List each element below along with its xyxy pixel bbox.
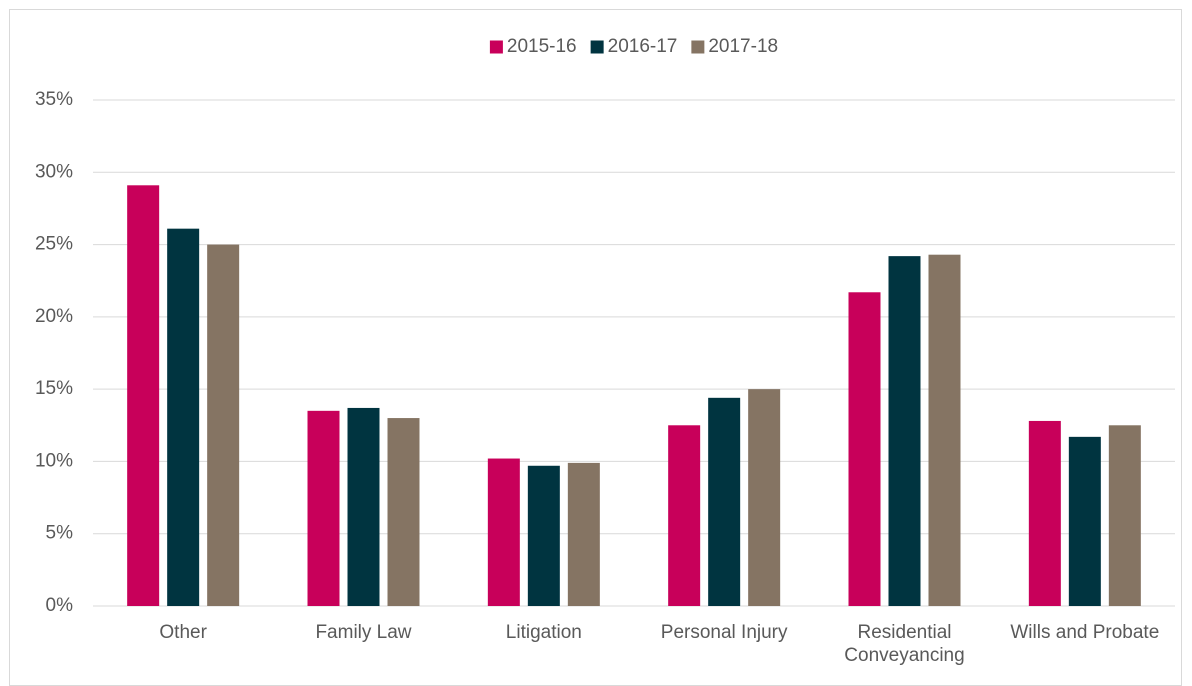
legend-label: 2017-18 xyxy=(708,36,778,57)
bar xyxy=(848,292,881,606)
x-tick-label: Residential Conveyancing xyxy=(844,622,965,666)
bar xyxy=(1028,420,1061,606)
y-tick-label: 30% xyxy=(35,161,73,182)
bar xyxy=(668,425,701,606)
bar xyxy=(527,465,560,606)
x-tick-label: Other xyxy=(159,622,207,643)
bar xyxy=(487,458,520,606)
x-tick-label: Family Law xyxy=(315,622,412,643)
bar xyxy=(347,407,380,606)
y-tick-label: 15% xyxy=(35,378,73,399)
bar xyxy=(888,256,921,606)
bar xyxy=(207,244,240,607)
legend-swatch xyxy=(691,40,705,54)
bar xyxy=(307,410,340,606)
y-tick-label: 5% xyxy=(46,523,74,544)
bar xyxy=(1108,425,1141,606)
legend-swatch xyxy=(489,40,503,54)
bar xyxy=(708,397,741,606)
x-tick-label: Personal Injury xyxy=(660,622,788,643)
x-tick-label: Wills and Probate xyxy=(1010,622,1160,643)
bar xyxy=(748,389,781,606)
bar xyxy=(567,462,600,606)
y-tick-label: 10% xyxy=(35,450,73,471)
bar xyxy=(387,418,420,606)
bar xyxy=(928,254,961,607)
y-tick-label: 35% xyxy=(35,89,73,110)
y-tick-label: 0% xyxy=(46,595,74,616)
bar xyxy=(1068,436,1101,606)
y-tick-label: 25% xyxy=(35,234,73,255)
legend-label: 2015-16 xyxy=(507,36,577,57)
x-tick-label: Litigation xyxy=(505,622,582,643)
legend-swatch xyxy=(590,40,604,54)
y-tick-label: 20% xyxy=(35,306,73,327)
legend-label: 2016-17 xyxy=(608,36,678,57)
bar xyxy=(167,228,200,606)
bar xyxy=(127,185,160,606)
